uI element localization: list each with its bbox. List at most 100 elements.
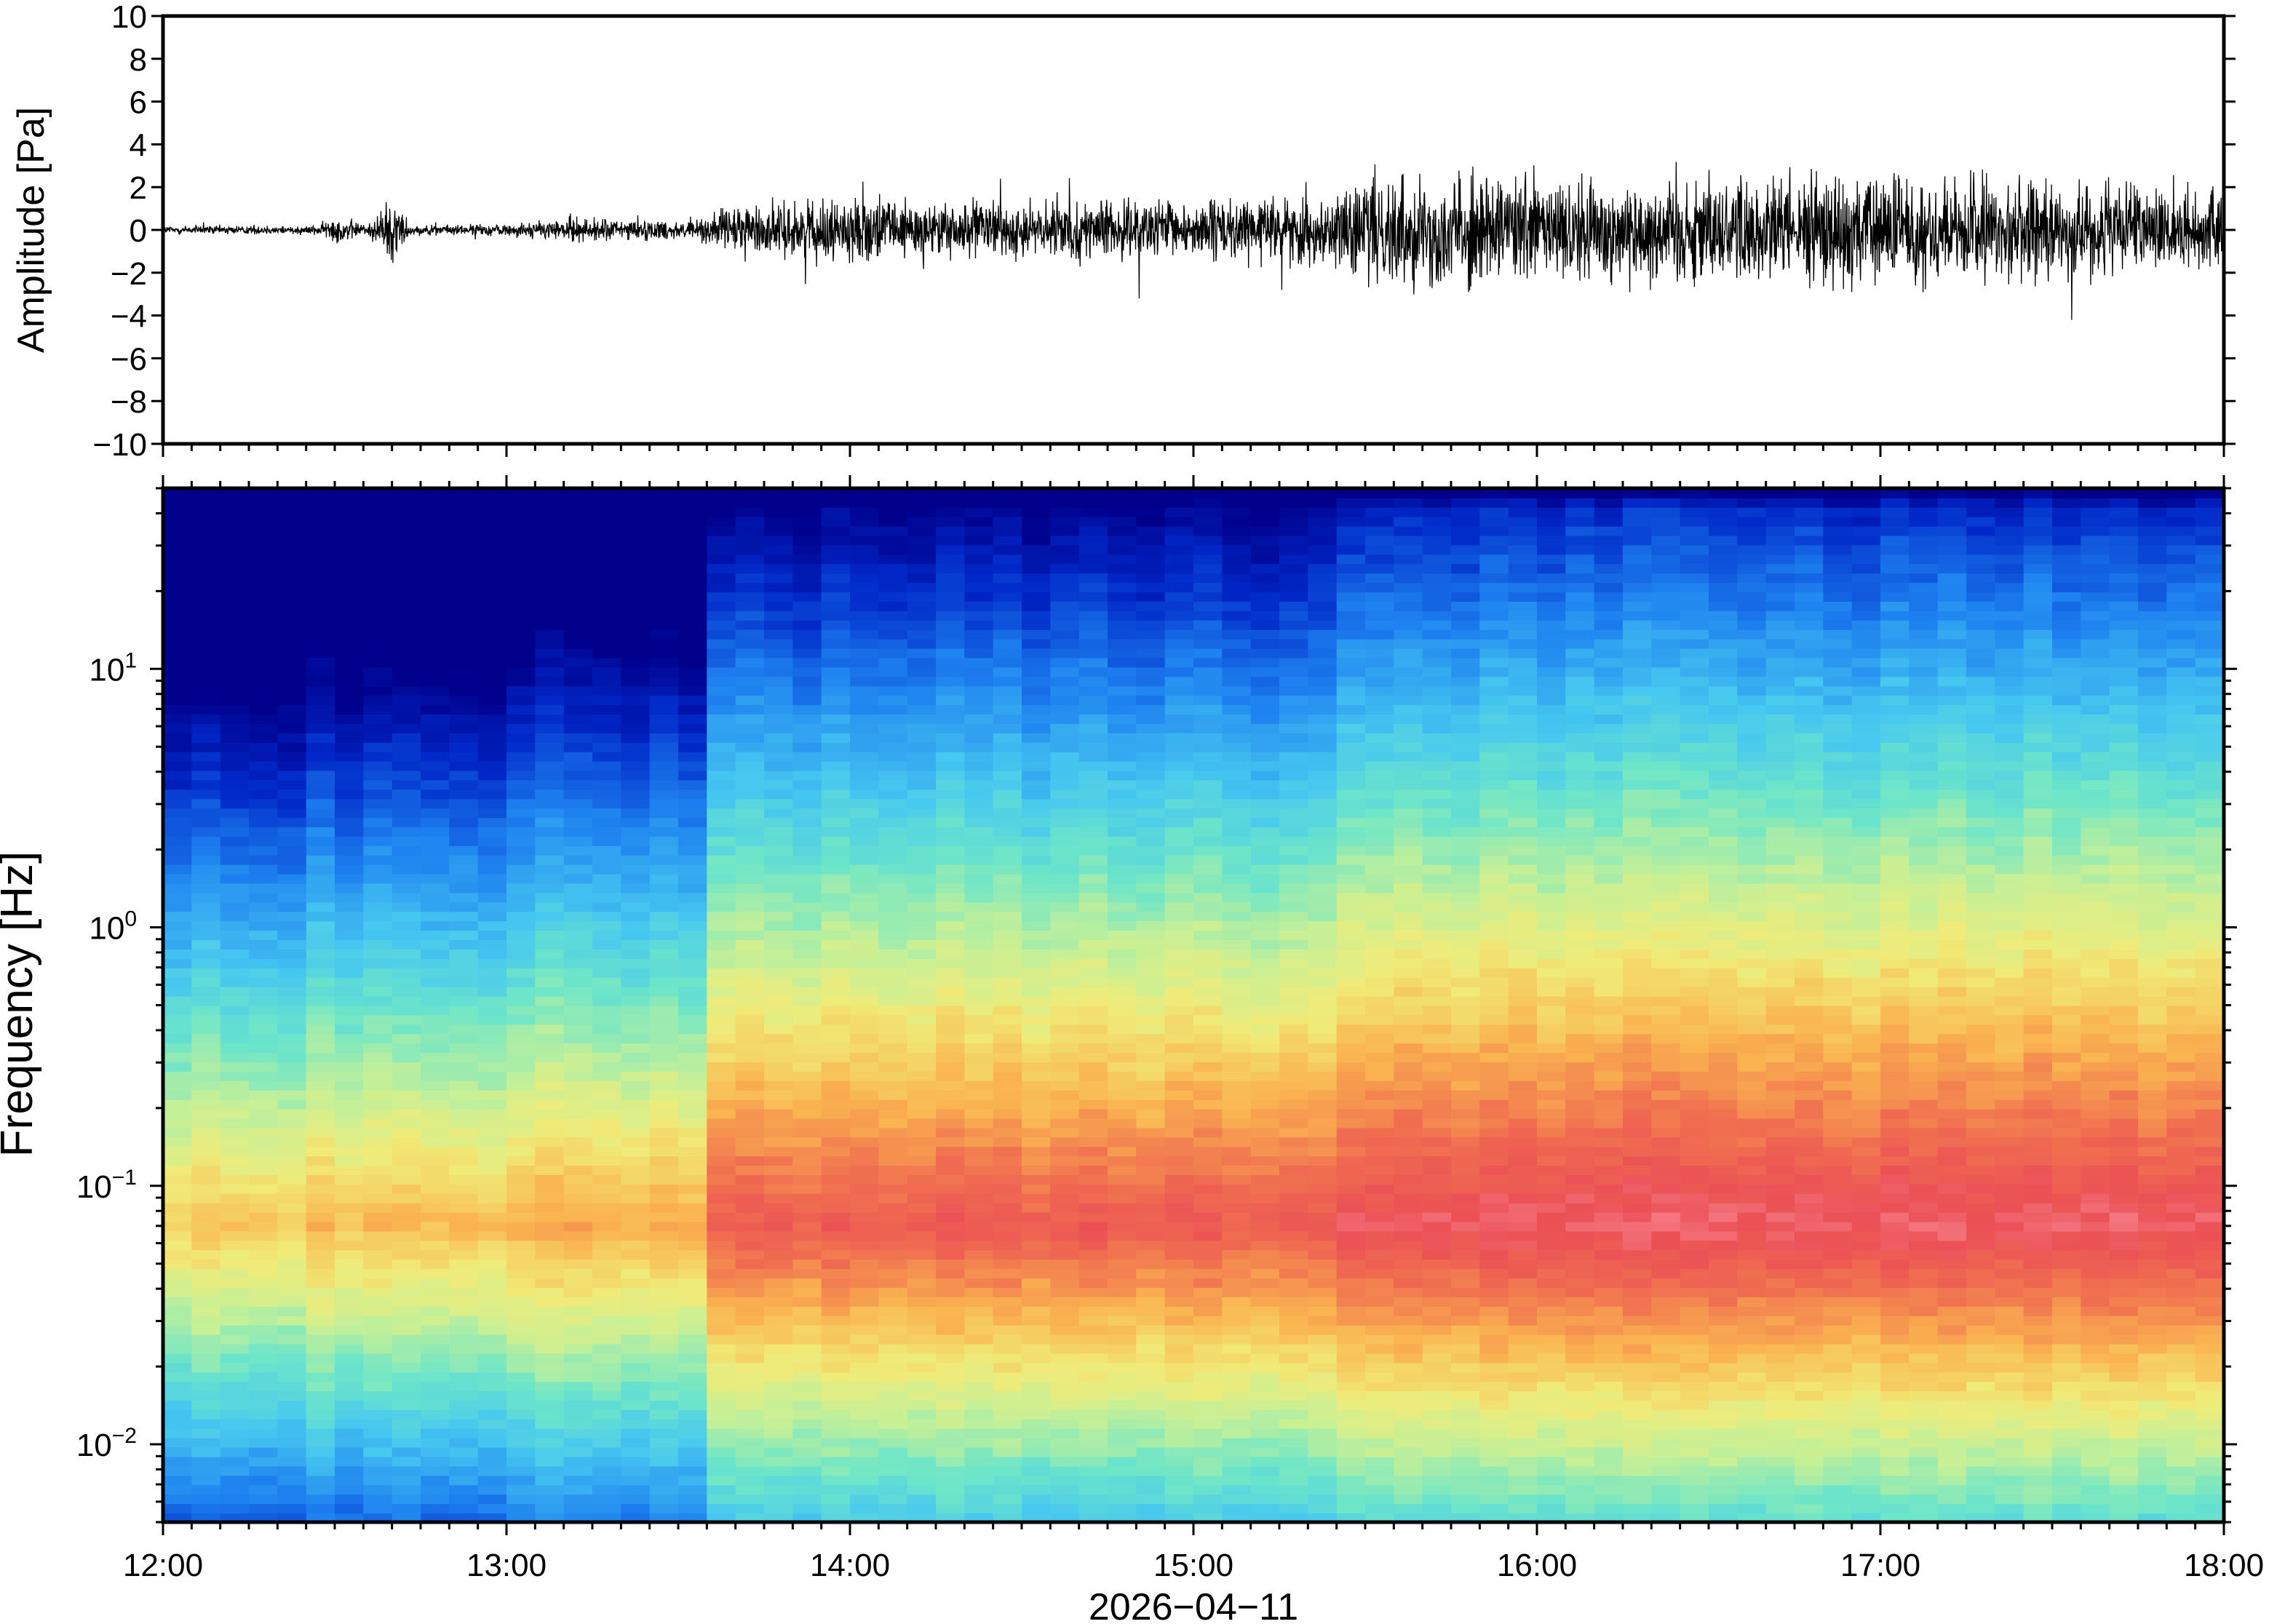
spectrogram-cell <box>1222 1343 1252 1354</box>
spectrogram-cell <box>792 1343 822 1354</box>
spectrogram-cell <box>1108 1108 1137 1119</box>
spectrogram-cell <box>277 1174 307 1185</box>
spectrogram-cell <box>506 582 536 593</box>
spectrogram-cell <box>421 497 450 508</box>
spectrogram-cell <box>964 976 994 987</box>
spectrogram-cell <box>592 751 622 762</box>
spectrogram-cell <box>277 657 307 668</box>
spectrogram-cell <box>964 1052 994 1062</box>
spectrogram-cell <box>1279 676 1309 687</box>
spectrogram-cell <box>850 1475 880 1486</box>
spectrogram-cell <box>1193 939 1223 950</box>
spectrogram-cell <box>363 516 393 527</box>
spectrogram-cell <box>1336 1146 1366 1157</box>
spectrogram-cell <box>1365 770 1395 781</box>
spectrogram-cell <box>621 1165 651 1175</box>
spectrogram-cell <box>1222 995 1252 1006</box>
spectrogram-cell <box>821 1070 851 1081</box>
spectrogram-cell <box>678 920 708 931</box>
spectrogram-cell <box>764 808 794 819</box>
spectrogram-cell <box>306 685 335 696</box>
spectrogram-cell <box>621 995 651 1006</box>
spectrogram-cell <box>449 911 479 922</box>
spectrogram-cell <box>764 592 794 602</box>
spectrogram-cell <box>878 986 908 997</box>
spectrogram-cell <box>306 1305 335 1316</box>
spectrogram-cell <box>878 666 908 677</box>
spectrogram-cell <box>964 854 994 865</box>
spectrogram-cell <box>220 1052 250 1062</box>
spectrogram-cell <box>392 610 421 621</box>
spectrogram-cell <box>1222 1334 1252 1345</box>
spectrogram-cell <box>563 1372 593 1382</box>
spectrogram-cell <box>707 516 736 527</box>
spectrogram-cell <box>449 638 479 649</box>
spectrogram-cell <box>249 619 279 630</box>
spectrogram-cell <box>392 986 421 997</box>
spectrogram-cell <box>449 1305 479 1316</box>
spectrogram-cell <box>1164 1193 1194 1203</box>
spectrogram-cell <box>792 1503 822 1514</box>
spectrogram-cell <box>1365 563 1395 574</box>
spectrogram-cell <box>1308 1043 1338 1054</box>
spectrogram-cell <box>1222 1409 1252 1420</box>
spectrogram-cell <box>1108 1240 1137 1251</box>
spectrogram-cell <box>678 601 708 611</box>
spectrogram-cell <box>678 1221 708 1232</box>
spectrogram-cell <box>506 544 536 555</box>
spectrogram-cell <box>878 1400 908 1410</box>
spectrogram-cell <box>649 704 679 715</box>
spectrogram-cell <box>1365 1315 1395 1326</box>
spectrogram-cell <box>306 1005 335 1016</box>
spectrogram-cell <box>421 1183 450 1194</box>
spectrogram-cell <box>306 1324 335 1335</box>
spectrogram-cell <box>1078 1494 1108 1505</box>
spectrogram-cell <box>1164 695 1194 706</box>
spectrogram-cell <box>735 1446 765 1457</box>
spectrogram-cell <box>421 967 450 978</box>
spectrogram-cell <box>277 666 307 677</box>
spectrogram-cell <box>1394 1297 1423 1307</box>
spectrogram-cell <box>563 1183 593 1194</box>
spectrogram-cell <box>191 1446 221 1457</box>
spectrogram-cell <box>1279 1174 1309 1185</box>
spectrogram-cell <box>363 1381 393 1392</box>
spectrogram-cell <box>592 1137 622 1147</box>
spectrogram-cell <box>764 1475 794 1486</box>
spectrogram-cell <box>592 1005 622 1016</box>
spectrogram-cell <box>1336 779 1366 790</box>
spectrogram-cell <box>1022 1024 1052 1035</box>
spectrogram-cell <box>335 892 365 903</box>
spectrogram-cell <box>1250 1353 1280 1364</box>
spectrogram-cell <box>1078 610 1108 621</box>
spectrogram-cell <box>1050 1211 1080 1222</box>
spectrogram-cell <box>363 836 393 846</box>
spectrogram-cell <box>707 798 736 809</box>
spectrogram-cell <box>1022 1465 1052 1476</box>
spectrogram-cell <box>277 573 307 584</box>
spectrogram-cell <box>1308 1484 1338 1495</box>
spectrogram-cell <box>1193 1437 1223 1448</box>
spectrogram-cell <box>1136 1043 1166 1054</box>
spectrogram-cell <box>1279 1146 1309 1157</box>
spectrogram-cell <box>850 1249 880 1260</box>
spectrogram-cell <box>1050 525 1080 536</box>
spectrogram-cell <box>1022 845 1052 856</box>
spectrogram-cell <box>821 535 851 546</box>
spectrogram-cell <box>306 1211 335 1222</box>
spectrogram-cell <box>649 1494 679 1505</box>
spectrogram-cell <box>1279 1202 1309 1213</box>
spectrogram-cell <box>907 666 937 677</box>
spectrogram-cell <box>306 1043 335 1054</box>
spectrogram-cell <box>1164 1456 1194 1467</box>
spectrogram-cell <box>821 1240 851 1251</box>
spectrogram-cell <box>392 506 421 517</box>
spectrogram-cell <box>249 516 279 527</box>
spectrogram-cell <box>764 1043 794 1054</box>
spectrogram-cell <box>335 995 365 1006</box>
spectrogram-cell <box>592 704 622 715</box>
spectrogram-cell <box>907 525 937 536</box>
spectrogram-cell <box>936 751 966 762</box>
spectrogram-cell <box>1108 1230 1137 1241</box>
